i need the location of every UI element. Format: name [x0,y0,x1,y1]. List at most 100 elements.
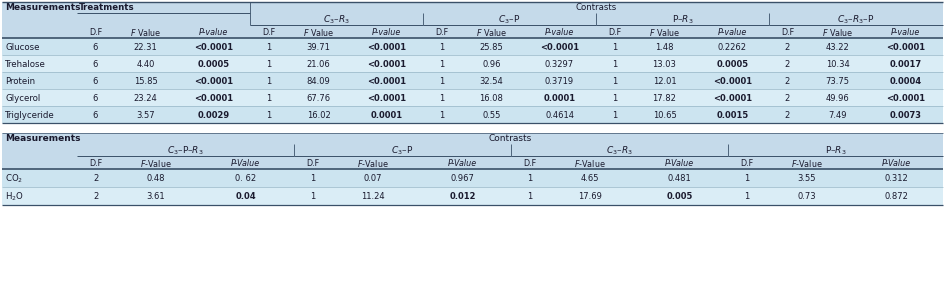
Text: 17.69: 17.69 [578,192,601,201]
Text: 0.0004: 0.0004 [888,77,920,86]
Text: 23.24: 23.24 [133,94,158,103]
Text: 0.967: 0.967 [450,174,474,183]
Text: 1: 1 [265,94,271,103]
Text: <0.0001: <0.0001 [194,43,233,52]
Text: <0.0001: <0.0001 [194,77,233,86]
Text: 2: 2 [93,174,98,183]
Text: 21.06: 21.06 [306,60,330,69]
Text: 0.0073: 0.0073 [888,111,920,120]
Text: 2: 2 [784,43,789,52]
Text: 16.08: 16.08 [479,94,503,103]
Text: <0.0001: <0.0001 [366,94,406,103]
Text: 1: 1 [744,192,749,201]
Text: $\it{F}$-Value: $\it{F}$-Value [574,158,605,169]
Text: 1: 1 [265,43,271,52]
Text: H$_2$O: H$_2$O [5,191,24,203]
Text: 1: 1 [265,60,271,69]
Text: P–$R_3$: P–$R_3$ [671,13,693,26]
Text: 0.312: 0.312 [884,174,907,183]
Text: Triglyceride: Triglyceride [5,111,55,120]
Text: 1: 1 [744,174,749,183]
Text: D.F: D.F [90,159,103,168]
Bar [2,187,942,205]
Text: 12.01: 12.01 [652,77,676,86]
Text: $C_3$–$R_3$: $C_3$–$R_3$ [605,144,632,157]
Text: 1: 1 [265,77,271,86]
Text: 1: 1 [438,94,444,103]
Text: 22.31: 22.31 [133,43,158,52]
Text: <0.0001: <0.0001 [366,43,406,52]
Text: <0.0001: <0.0001 [885,94,924,103]
Text: 1: 1 [611,43,616,52]
Text: 2: 2 [784,94,789,103]
Text: 0.0017: 0.0017 [888,60,920,69]
Text: 84.09: 84.09 [306,77,330,86]
Text: D.F: D.F [523,159,536,168]
Text: 1: 1 [438,60,444,69]
Text: 1: 1 [438,111,444,120]
Text: 0.0015: 0.0015 [716,111,748,120]
Text: <0.0001: <0.0001 [539,43,579,52]
Text: 0.0029: 0.0029 [197,111,229,120]
Text: D.F: D.F [434,28,447,37]
Text: 1: 1 [611,77,616,86]
Bar [2,89,942,106]
Bar [2,169,942,187]
Text: $\it{F}$-Value: $\it{F}$-Value [140,158,172,169]
Text: 16.02: 16.02 [306,111,330,120]
Text: D.F: D.F [261,28,275,37]
Text: D.F: D.F [607,28,620,37]
Text: 0.0005: 0.0005 [197,60,229,69]
Text: 1.48: 1.48 [654,43,673,52]
Text: Contrasts: Contrasts [488,134,531,143]
Text: P-Value: P-Value [447,159,477,168]
Bar [2,133,942,169]
Text: 13.03: 13.03 [652,60,676,69]
Text: 0.3297: 0.3297 [545,60,573,69]
Text: 6: 6 [93,60,98,69]
Text: 3.55: 3.55 [797,174,816,183]
Text: $\it{F}$-Value: $\it{F}$-Value [790,158,822,169]
Bar [2,2,942,38]
Text: $C_3$–$R_3$–P: $C_3$–$R_3$–P [836,13,873,26]
Text: 6: 6 [93,77,98,86]
Text: 0.55: 0.55 [481,111,500,120]
Text: $C_3$–$R_3$: $C_3$–$R_3$ [323,13,349,26]
Text: 0.96: 0.96 [481,60,500,69]
Text: 1: 1 [527,192,532,201]
Text: $\it{F}$ Value: $\it{F}$ Value [821,27,852,38]
Text: $C_3$–P: $C_3$–P [391,144,413,157]
Text: 1: 1 [438,77,444,86]
Text: 0.0001: 0.0001 [370,111,402,120]
Text: CO$_2$: CO$_2$ [5,173,24,185]
Text: $C_3$–P: $C_3$–P [497,13,520,26]
Text: <0.0001: <0.0001 [366,77,406,86]
Text: $\it{F}$ Value: $\it{F}$ Value [649,27,680,38]
Bar [2,106,942,123]
Text: 10.65: 10.65 [652,111,676,120]
Text: 7.49: 7.49 [827,111,846,120]
Text: <0.0001: <0.0001 [194,94,233,103]
Text: 0.07: 0.07 [363,174,381,183]
Text: 73.75: 73.75 [825,77,849,86]
Text: Treatments: Treatments [79,3,134,12]
Text: Measurements: Measurements [5,134,80,143]
Text: 0.481: 0.481 [666,174,691,183]
Text: 1: 1 [310,174,315,183]
Text: P-value: P-value [717,28,747,37]
Text: Protein: Protein [5,77,35,86]
Text: P-value: P-value [545,28,574,37]
Text: <0.0001: <0.0001 [366,60,406,69]
Text: 2: 2 [784,111,789,120]
Text: D.F: D.F [89,28,102,37]
Text: 4.65: 4.65 [581,174,598,183]
Text: P-value: P-value [198,28,228,37]
Text: P-Value: P-Value [230,159,260,168]
Text: P-value: P-value [372,28,400,37]
Bar [2,55,942,72]
Text: 2: 2 [93,192,98,201]
Text: 39.71: 39.71 [306,43,330,52]
Text: 0.005: 0.005 [666,192,692,201]
Text: 1: 1 [310,192,315,201]
Text: 4.40: 4.40 [136,60,155,69]
